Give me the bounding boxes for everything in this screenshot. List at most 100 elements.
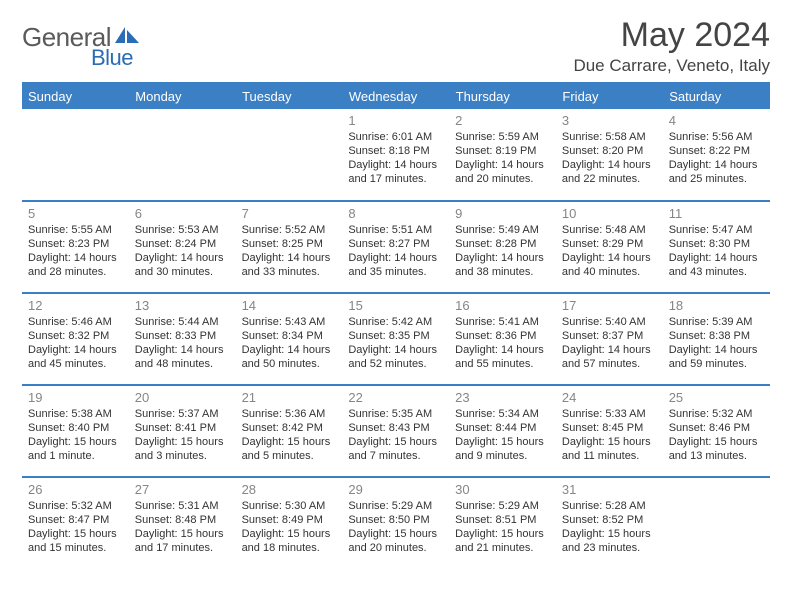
day-number: 4 — [667, 111, 766, 130]
sunrise-text: Sunrise: 5:36 AM — [242, 407, 339, 421]
sunrise-text: Sunrise: 5:32 AM — [669, 407, 766, 421]
daylight-line2: and 57 minutes. — [562, 357, 659, 371]
logo-text-part2: Blue — [91, 45, 133, 71]
daylight-line1: Daylight: 15 hours — [28, 527, 125, 541]
daylight-line2: and 17 minutes. — [135, 541, 232, 555]
daylight-line1: Daylight: 14 hours — [348, 251, 445, 265]
day-info: Sunrise: 6:01 AMSunset: 8:18 PMDaylight:… — [346, 130, 445, 186]
daylight-line2: and 38 minutes. — [455, 265, 552, 279]
weekday-header-row: Sunday Monday Tuesday Wednesday Thursday… — [22, 84, 770, 109]
sunset-text: Sunset: 8:35 PM — [348, 329, 445, 343]
sunset-text: Sunset: 8:52 PM — [562, 513, 659, 527]
daylight-line1: Daylight: 14 hours — [455, 343, 552, 357]
day-info: Sunrise: 5:33 AMSunset: 8:45 PMDaylight:… — [560, 407, 659, 463]
sunrise-text: Sunrise: 5:34 AM — [455, 407, 552, 421]
calendar-day-cell: 1Sunrise: 6:01 AMSunset: 8:18 PMDaylight… — [342, 109, 449, 201]
calendar-day-cell: 11Sunrise: 5:47 AMSunset: 8:30 PMDayligh… — [663, 201, 770, 293]
sunset-text: Sunset: 8:32 PM — [28, 329, 125, 343]
daylight-line2: and 15 minutes. — [28, 541, 125, 555]
day-info: Sunrise: 5:28 AMSunset: 8:52 PMDaylight:… — [560, 499, 659, 555]
daylight-line2: and 28 minutes. — [28, 265, 125, 279]
day-number: 20 — [133, 388, 232, 407]
daylight-line1: Daylight: 14 hours — [242, 343, 339, 357]
weekday-header: Tuesday — [236, 84, 343, 109]
daylight-line1: Daylight: 15 hours — [135, 527, 232, 541]
daylight-line1: Daylight: 15 hours — [455, 527, 552, 541]
weekday-header: Monday — [129, 84, 236, 109]
calendar-day-cell — [22, 109, 129, 201]
sunset-text: Sunset: 8:46 PM — [669, 421, 766, 435]
calendar-day-cell: 7Sunrise: 5:52 AMSunset: 8:25 PMDaylight… — [236, 201, 343, 293]
daylight-line2: and 43 minutes. — [669, 265, 766, 279]
calendar-day-cell: 6Sunrise: 5:53 AMSunset: 8:24 PMDaylight… — [129, 201, 236, 293]
day-number: 30 — [453, 480, 552, 499]
weekday-header: Sunday — [22, 84, 129, 109]
sunset-text: Sunset: 8:40 PM — [28, 421, 125, 435]
calendar-day-cell: 27Sunrise: 5:31 AMSunset: 8:48 PMDayligh… — [129, 477, 236, 569]
daylight-line2: and 30 minutes. — [135, 265, 232, 279]
daylight-line2: and 52 minutes. — [348, 357, 445, 371]
day-info: Sunrise: 5:47 AMSunset: 8:30 PMDaylight:… — [667, 223, 766, 279]
daylight-line1: Daylight: 14 hours — [562, 158, 659, 172]
day-number: 28 — [240, 480, 339, 499]
sunset-text: Sunset: 8:27 PM — [348, 237, 445, 251]
sunset-text: Sunset: 8:28 PM — [455, 237, 552, 251]
daylight-line1: Daylight: 14 hours — [348, 158, 445, 172]
day-number: 31 — [560, 480, 659, 499]
sunrise-text: Sunrise: 5:33 AM — [562, 407, 659, 421]
day-info: Sunrise: 5:43 AMSunset: 8:34 PMDaylight:… — [240, 315, 339, 371]
sunrise-text: Sunrise: 5:38 AM — [28, 407, 125, 421]
day-number: 7 — [240, 204, 339, 223]
daylight-line1: Daylight: 14 hours — [28, 251, 125, 265]
calendar-day-cell — [129, 109, 236, 201]
sunset-text: Sunset: 8:30 PM — [669, 237, 766, 251]
calendar-day-cell: 16Sunrise: 5:41 AMSunset: 8:36 PMDayligh… — [449, 293, 556, 385]
daylight-line1: Daylight: 15 hours — [242, 527, 339, 541]
daylight-line1: Daylight: 15 hours — [455, 435, 552, 449]
sunrise-text: Sunrise: 5:35 AM — [348, 407, 445, 421]
day-info: Sunrise: 5:37 AMSunset: 8:41 PMDaylight:… — [133, 407, 232, 463]
sunset-text: Sunset: 8:49 PM — [242, 513, 339, 527]
sunset-text: Sunset: 8:34 PM — [242, 329, 339, 343]
day-number: 19 — [26, 388, 125, 407]
daylight-line2: and 18 minutes. — [242, 541, 339, 555]
day-number: 24 — [560, 388, 659, 407]
daylight-line2: and 20 minutes. — [348, 541, 445, 555]
daylight-line2: and 21 minutes. — [455, 541, 552, 555]
calendar-day-cell: 28Sunrise: 5:30 AMSunset: 8:49 PMDayligh… — [236, 477, 343, 569]
day-number: 23 — [453, 388, 552, 407]
sunset-text: Sunset: 8:29 PM — [562, 237, 659, 251]
daylight-line1: Daylight: 15 hours — [562, 435, 659, 449]
sunrise-text: Sunrise: 5:52 AM — [242, 223, 339, 237]
calendar-week-row: 26Sunrise: 5:32 AMSunset: 8:47 PMDayligh… — [22, 477, 770, 569]
sunrise-text: Sunrise: 5:44 AM — [135, 315, 232, 329]
daylight-line2: and 59 minutes. — [669, 357, 766, 371]
daylight-line1: Daylight: 14 hours — [562, 251, 659, 265]
day-info: Sunrise: 5:34 AMSunset: 8:44 PMDaylight:… — [453, 407, 552, 463]
day-info: Sunrise: 5:40 AMSunset: 8:37 PMDaylight:… — [560, 315, 659, 371]
sunrise-text: Sunrise: 5:39 AM — [669, 315, 766, 329]
daylight-line2: and 1 minute. — [28, 449, 125, 463]
calendar-day-cell: 25Sunrise: 5:32 AMSunset: 8:46 PMDayligh… — [663, 385, 770, 477]
day-number: 15 — [346, 296, 445, 315]
day-number: 8 — [346, 204, 445, 223]
day-number: 1 — [346, 111, 445, 130]
day-info: Sunrise: 5:53 AMSunset: 8:24 PMDaylight:… — [133, 223, 232, 279]
sunset-text: Sunset: 8:41 PM — [135, 421, 232, 435]
day-number: 26 — [26, 480, 125, 499]
day-info: Sunrise: 5:42 AMSunset: 8:35 PMDaylight:… — [346, 315, 445, 371]
page-title: May 2024 — [573, 18, 770, 54]
sunrise-text: Sunrise: 5:29 AM — [455, 499, 552, 513]
day-info: Sunrise: 5:49 AMSunset: 8:28 PMDaylight:… — [453, 223, 552, 279]
day-number: 13 — [133, 296, 232, 315]
daylight-line2: and 17 minutes. — [348, 172, 445, 186]
daylight-line1: Daylight: 14 hours — [669, 251, 766, 265]
daylight-line1: Daylight: 14 hours — [135, 343, 232, 357]
sunset-text: Sunset: 8:18 PM — [348, 144, 445, 158]
daylight-line2: and 13 minutes. — [669, 449, 766, 463]
calendar-day-cell: 18Sunrise: 5:39 AMSunset: 8:38 PMDayligh… — [663, 293, 770, 385]
day-info: Sunrise: 5:58 AMSunset: 8:20 PMDaylight:… — [560, 130, 659, 186]
sunrise-text: Sunrise: 5:41 AM — [455, 315, 552, 329]
title-block: May 2024 Due Carrare, Veneto, Italy — [573, 18, 770, 76]
sunrise-text: Sunrise: 5:32 AM — [28, 499, 125, 513]
